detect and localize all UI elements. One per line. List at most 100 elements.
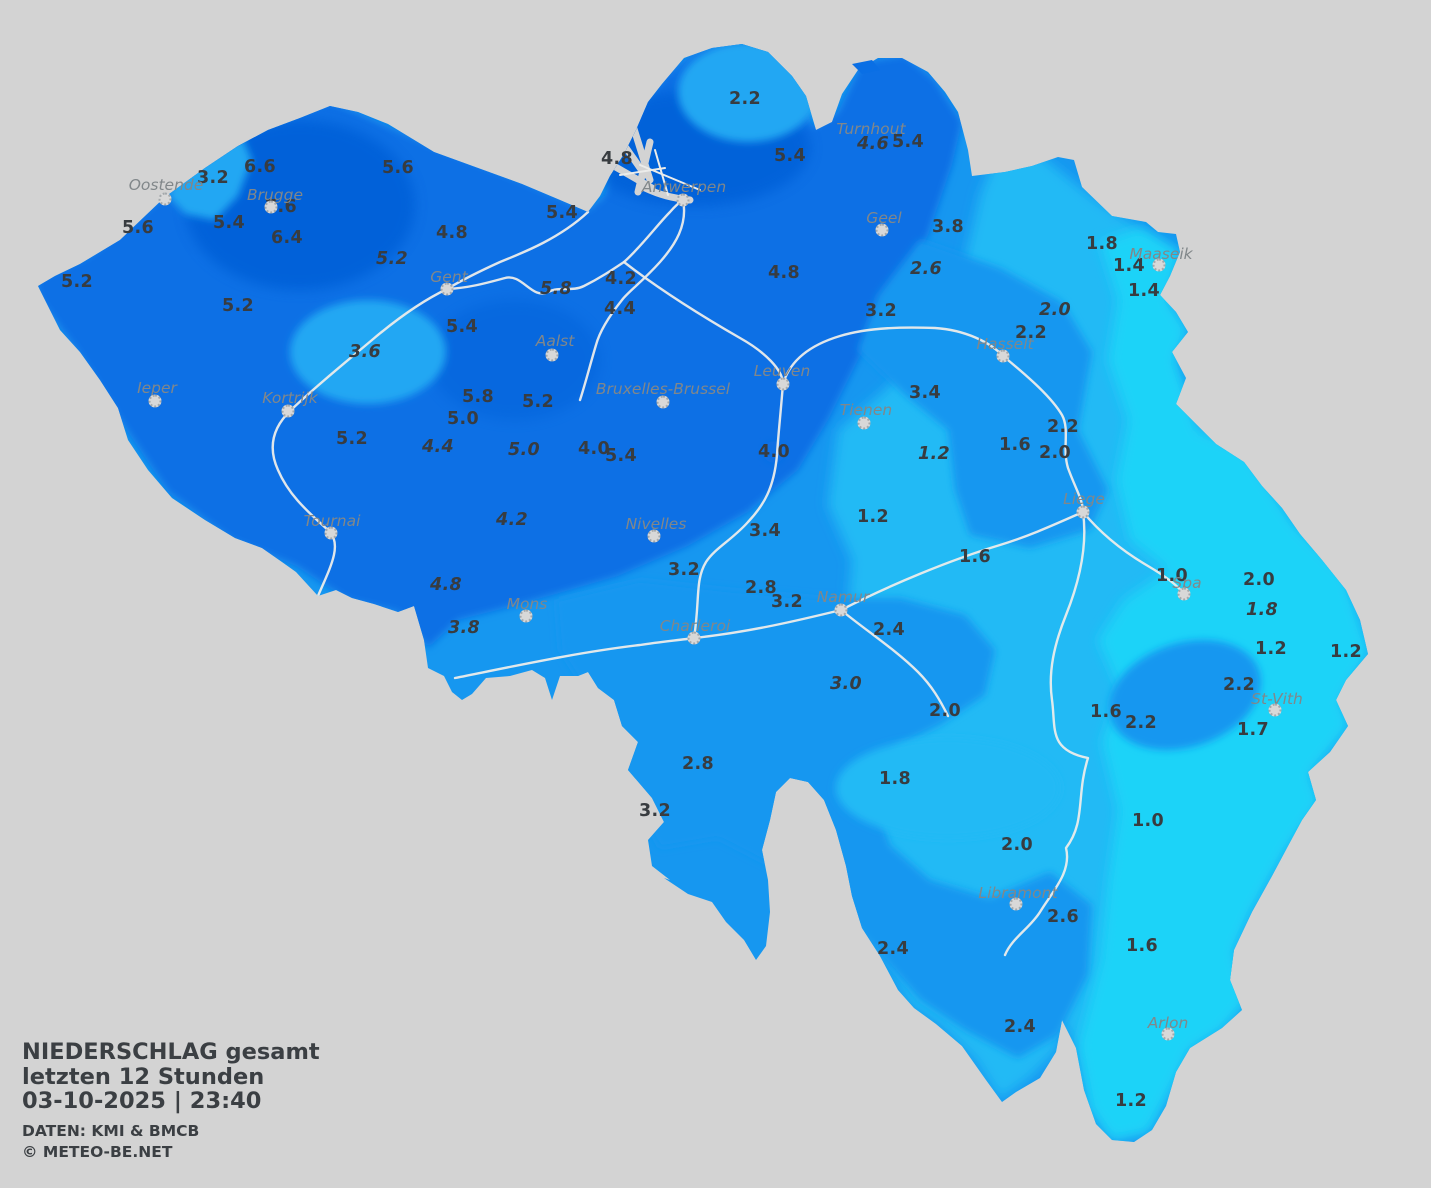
city-label: Tournai: [303, 512, 361, 530]
city-label: St-Vith: [1251, 690, 1303, 708]
city-label: Leuven: [753, 362, 811, 380]
precip-value: 3.0: [830, 674, 862, 694]
precip-value: 4.8: [768, 263, 800, 283]
precip-value: 4.8: [601, 149, 633, 169]
city-label: Hasselt: [976, 335, 1034, 353]
city-label: Bruxelles-Brussel: [595, 380, 731, 398]
precip-value: 5.4: [446, 317, 478, 337]
city-marker: [519, 609, 533, 623]
city-label: Kortrijk: [262, 389, 318, 407]
precip-value: 2.2: [1125, 713, 1157, 733]
city-label: Charleroi: [659, 617, 731, 635]
precip-value: 1.8: [1086, 234, 1118, 254]
city-label: Libramont: [978, 884, 1058, 902]
precip-value: 1.2: [857, 507, 889, 527]
precip-value: 1.6: [959, 547, 991, 567]
precip-value: 2.4: [1004, 1017, 1036, 1037]
precip-value: 4.2: [605, 269, 637, 289]
precip-value: 1.6: [1090, 702, 1122, 722]
precip-value: 5.0: [508, 440, 540, 460]
patch-oostende: [168, 132, 252, 220]
band-medium-hasselt-liege: [858, 240, 1108, 548]
map-datetime: 03-10-2025 | 23:40: [22, 1088, 262, 1114]
precip-value: 4.2: [496, 510, 528, 530]
precip-value: 5.4: [546, 203, 578, 223]
city-label: Maaseik: [1129, 245, 1193, 263]
precip-value: 2.2: [1015, 323, 1047, 343]
city-marker: [545, 348, 559, 362]
precip-value: 5.0: [447, 409, 479, 429]
city-marker: [281, 404, 295, 418]
precip-value: 2.4: [873, 620, 905, 640]
precip-value: 1.0: [1132, 811, 1164, 831]
city-marker: [647, 529, 661, 543]
map-title-line2: letzten 12 Stunden: [22, 1063, 265, 1090]
city-marker: [158, 192, 172, 206]
precip-value: 6.6: [244, 157, 276, 177]
precip-value: 3.8: [448, 618, 480, 638]
precip-value: 1.4: [1113, 256, 1145, 276]
city-label: Gent: [430, 268, 468, 286]
precip-value: 2.0: [1243, 570, 1275, 590]
precip-value: 3.2: [865, 301, 897, 321]
city-marker: [264, 200, 278, 214]
city-marker: [440, 282, 454, 296]
precip-value: 3.2: [668, 560, 700, 580]
precip-value: 4.8: [436, 223, 468, 243]
precip-value: 2.2: [1223, 675, 1255, 695]
island-sliver: [852, 60, 880, 74]
precip-value: 1.4: [1128, 281, 1160, 301]
precip-value: 2.6: [1047, 907, 1079, 927]
precip-value: 5.2: [222, 296, 254, 316]
city-label: Tienen: [839, 401, 893, 419]
city-label: Liege: [1063, 490, 1105, 508]
city-marker: [857, 416, 871, 430]
city-marker: [996, 349, 1010, 363]
city-label: Nivelles: [625, 515, 687, 533]
city-marker: [1076, 505, 1090, 519]
precip-value: 3.2: [197, 168, 229, 188]
city-marker: [676, 193, 690, 207]
precip-value: 2.2: [729, 89, 761, 109]
precip-value: 5.4: [774, 146, 806, 166]
dot-local-max-leuven: [763, 441, 785, 463]
precip-value: 5.2: [522, 392, 554, 412]
precip-value: 3.4: [749, 521, 781, 541]
pocket-cyan-south: [836, 738, 1060, 838]
city-marker: [656, 395, 670, 409]
city-label: Brugge: [246, 186, 304, 204]
precip-value: 4.4: [422, 437, 454, 457]
city-label: Aalst: [535, 332, 575, 350]
city-marker: [148, 394, 162, 408]
precip-value: 2.0: [1039, 300, 1071, 320]
patch-gent-south: [290, 300, 446, 404]
precip-value: 2.6: [910, 259, 942, 279]
data-source: DATEN: KMI & BMCB: [22, 1121, 200, 1140]
city-label: Turnhout: [836, 120, 906, 138]
city-marker: [1161, 1027, 1175, 1041]
city-marker: [324, 526, 338, 540]
precip-value: 3.8: [932, 217, 964, 237]
antwerp-port-lines: [619, 149, 701, 196]
province-border-lines: [271, 198, 1186, 957]
precip-value: 5.2: [61, 272, 93, 292]
precip-value: 1.2: [1330, 642, 1362, 662]
precip-value: 4.8: [430, 575, 462, 595]
precip-value: 4.0: [758, 442, 790, 462]
city-label: Arlon: [1147, 1014, 1189, 1032]
city-marker: [1009, 897, 1023, 911]
city-marker: [1177, 587, 1191, 601]
city-marker: [875, 223, 889, 237]
city-label: Antwerpen: [641, 178, 727, 196]
band-darker-flanders: [430, 300, 600, 420]
precip-value: 1.6: [999, 435, 1031, 455]
precip-value: 1.2: [1255, 639, 1287, 659]
precip-value: 1.6: [1126, 936, 1158, 956]
precip-value: 3.2: [639, 801, 671, 821]
precip-value: 5.2: [376, 249, 408, 269]
precip-value: 5.2: [336, 429, 368, 449]
precip-value: 4.0: [578, 439, 610, 459]
